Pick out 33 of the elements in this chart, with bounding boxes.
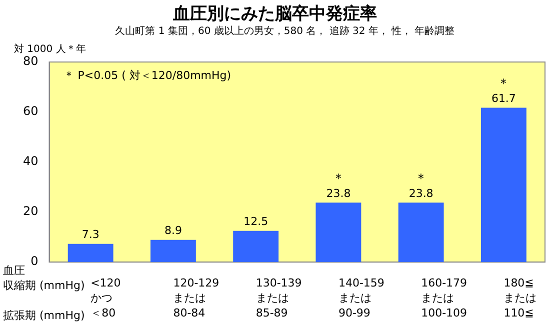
text: 血圧 — [3, 264, 25, 277]
y-tick-label: 0 — [30, 254, 38, 268]
text: 収縮期 (mmHg) — [3, 278, 85, 292]
text: 拡張期 (mmHg) — [3, 308, 85, 322]
data-label: 8.9 — [164, 224, 182, 238]
annotation: ＊ — [414, 171, 428, 186]
bar — [233, 230, 279, 262]
x-tick-label: 120-129または80-84 — [173, 276, 220, 320]
chart-title: 血圧別にみた脳卒中発症率 — [172, 3, 378, 25]
annotation: ＊ P<0.05 ( 対＜120/80mmHg) — [63, 68, 232, 82]
bar — [398, 202, 444, 262]
x-tick-label: 140-159または90-99 — [338, 276, 384, 320]
annotation: ＊ — [332, 171, 345, 186]
bar — [316, 202, 362, 262]
data-label: 61.7 — [491, 92, 516, 106]
data-label: 23.8 — [408, 186, 434, 200]
x-tick-label: <120かつ＜80 — [90, 276, 121, 320]
y-tick-label: 80 — [22, 54, 38, 68]
bar — [68, 244, 114, 262]
annotation: ＊ — [497, 76, 510, 92]
bar — [480, 108, 526, 262]
y-tick-label: 40 — [22, 154, 38, 168]
y-axis-title: 対 1000 人＊年 — [14, 42, 86, 56]
data-label: 12.5 — [244, 215, 268, 228]
bar — [150, 240, 196, 262]
y-tick-label: 60 — [22, 104, 38, 118]
data-label: 7.3 — [82, 228, 100, 242]
chart-subtitle: 久山町第 1 集団，60 歳以上の男女，580 名， 追跡 32 年， 性， 年齢調整 — [114, 24, 456, 38]
x-tick-label: 130-139または85-89 — [256, 276, 302, 320]
x-tick-label: 160-179または100-109 — [421, 276, 468, 320]
x-tick-label: 180≦または110≦ — [504, 276, 537, 320]
data-label: 23.8 — [326, 186, 351, 200]
y-tick-label: 20 — [22, 204, 38, 218]
